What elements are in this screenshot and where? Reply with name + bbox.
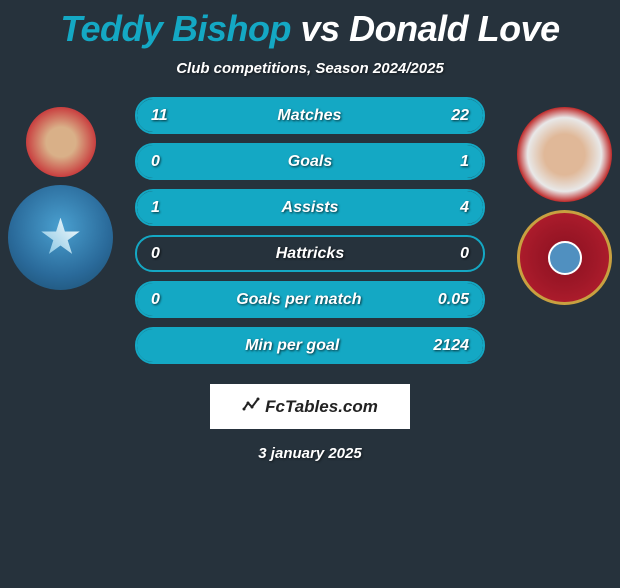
comparison-title: Teddy Bishop vs Donald Love — [0, 8, 620, 50]
subtitle: Club competitions, Season 2024/2025 — [0, 60, 620, 77]
player1-avatar — [26, 107, 96, 177]
stat-value-right: 22 — [451, 107, 469, 125]
stat-label: Goals — [160, 153, 460, 171]
stat-value-left: 11 — [151, 107, 168, 125]
stat-label: Goals per match — [160, 291, 438, 309]
stat-label: Min per goal — [151, 337, 433, 355]
stat-value-right: 0.05 — [438, 291, 469, 309]
left-avatars — [8, 107, 113, 290]
stat-label: Matches — [168, 107, 452, 125]
branding-box: FcTables.com — [210, 384, 410, 429]
date-label: 3 january 2025 — [0, 445, 620, 462]
player1-club-badge — [8, 185, 113, 290]
stat-row: Min per goal2124 — [135, 327, 485, 364]
stat-value-right: 2124 — [433, 337, 469, 355]
stat-value-left: 0 — [151, 291, 160, 309]
brand-logo-icon — [242, 395, 260, 418]
stat-label: Assists — [160, 199, 460, 217]
stat-row: 0Hattricks0 — [135, 235, 485, 272]
brand-text: FcTables.com — [265, 397, 378, 417]
stat-row: 1Assists4 — [135, 189, 485, 226]
player1-name: Teddy Bishop — [60, 8, 291, 49]
stats-list: 11Matches220Goals11Assists40Hattricks00G… — [135, 97, 485, 364]
stat-row: 0Goals1 — [135, 143, 485, 180]
stat-value-left: 1 — [151, 199, 160, 217]
stat-label: Hattricks — [160, 245, 460, 263]
stat-value-left: 0 — [151, 153, 160, 171]
stat-value-right: 1 — [460, 153, 469, 171]
player2-name: Donald Love — [349, 8, 560, 49]
right-avatars — [517, 107, 612, 305]
stat-value-right: 4 — [460, 199, 469, 217]
player2-club-badge — [517, 210, 612, 305]
stat-value-right: 0 — [460, 245, 469, 263]
stat-row: 0Goals per match0.05 — [135, 281, 485, 318]
vs-label: vs — [301, 8, 340, 49]
player2-avatar — [517, 107, 612, 202]
stat-value-left: 0 — [151, 245, 160, 263]
stat-row: 11Matches22 — [135, 97, 485, 134]
content-area: 11Matches220Goals11Assists40Hattricks00G… — [0, 97, 620, 364]
